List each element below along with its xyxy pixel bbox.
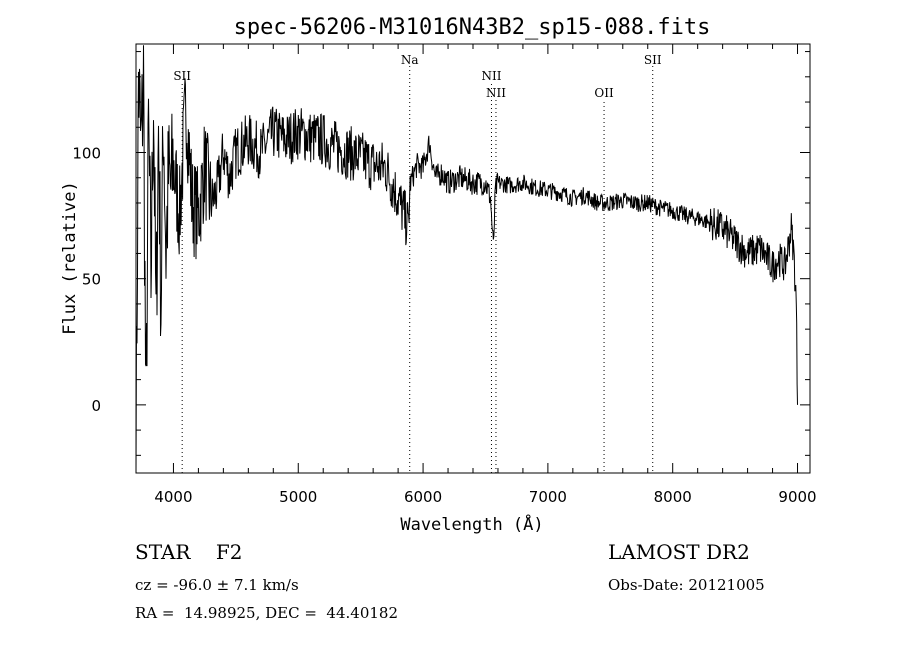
observation-date: Obs-Date: 20121005 bbox=[608, 576, 765, 594]
x-tick-label: 7000 bbox=[529, 488, 567, 506]
spectral-line-markers: SII Na NII NII OII SII bbox=[173, 53, 662, 473]
y-axis-label: Flux (relative) bbox=[60, 181, 80, 335]
axis-ticks: 4000 5000 6000 7000 8000 9000 0 50 100 bbox=[72, 44, 817, 506]
plot-frame bbox=[135, 43, 811, 474]
redshift-velocity: cz = -96.0 ± 7.1 km/s bbox=[135, 576, 299, 594]
x-tick-label: 4000 bbox=[154, 488, 192, 506]
line-marker-label: SII bbox=[644, 53, 662, 67]
y-tick-label: 100 bbox=[72, 145, 101, 163]
x-tick-label: 9000 bbox=[778, 488, 816, 506]
spectrum-line bbox=[135, 45, 798, 474]
y-tick-label: 50 bbox=[82, 271, 101, 289]
x-tick-label: 8000 bbox=[654, 488, 692, 506]
line-marker-label: OII bbox=[594, 86, 614, 100]
line-marker-label: Na bbox=[401, 53, 419, 67]
y-tick-label: 0 bbox=[91, 397, 101, 415]
x-tick-label: 6000 bbox=[404, 488, 442, 506]
object-class: STAR F2 bbox=[135, 540, 243, 564]
line-marker-label: SII bbox=[173, 69, 191, 83]
line-marker-label: NII bbox=[481, 69, 501, 83]
line-marker-label: NII bbox=[486, 86, 506, 100]
x-tick-label: 5000 bbox=[279, 488, 317, 506]
chart-title: spec-56206-M31016N43B2_sp15-088.fits bbox=[234, 15, 711, 40]
x-axis-label: Wavelength (Å) bbox=[400, 513, 543, 535]
survey-name: LAMOST DR2 bbox=[608, 540, 750, 564]
coordinates: RA = 14.98925, DEC = 44.40182 bbox=[135, 604, 399, 622]
